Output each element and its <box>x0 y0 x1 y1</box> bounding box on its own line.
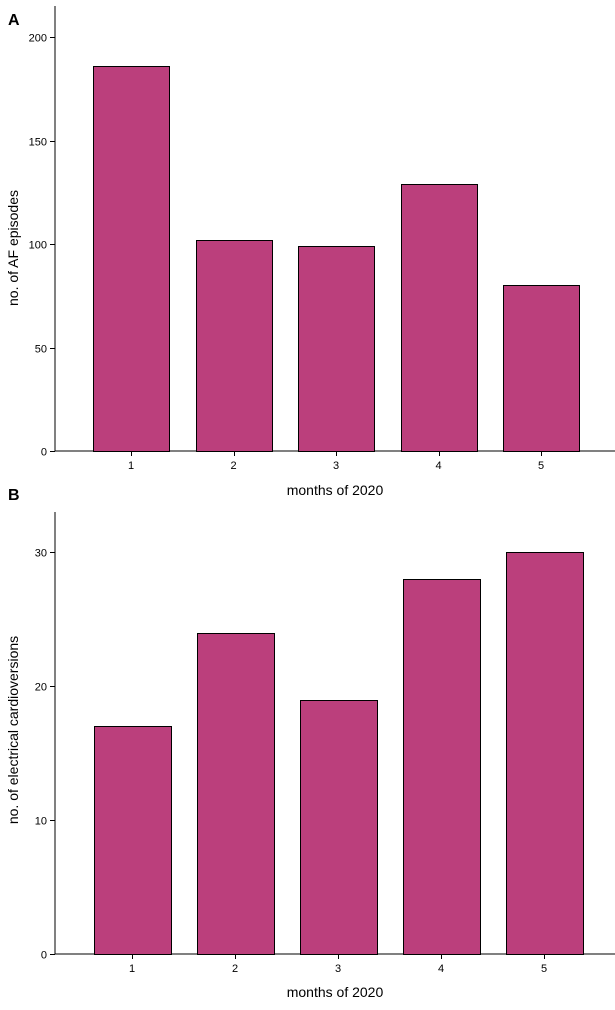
panel-a-y-tick-label: 150 <box>29 137 47 149</box>
panel-a-x-axis-title: months of 2020 <box>287 482 384 498</box>
panel-b-x-tick-label: 3 <box>335 963 341 975</box>
panel-b-x-tick-label: 5 <box>541 963 547 975</box>
panel-b-y-tick-label: 10 <box>35 816 47 828</box>
panel-a-bar-4 <box>401 184 478 452</box>
panel-a-label: A <box>8 12 20 29</box>
panel-a-bar-1 <box>93 66 170 452</box>
panel-a: A no. of AF episodes months of 2020 0 50 1… <box>5 6 615 498</box>
panel-a-bar-5 <box>503 285 580 452</box>
panel-b-bar-2 <box>197 633 275 955</box>
panel-b-bar-5 <box>506 552 584 955</box>
panel-b-y-tick-label: 0 <box>41 950 47 962</box>
panel-a-x-tick-label: 3 <box>333 460 339 472</box>
panel-b-bar-1 <box>94 726 172 955</box>
panel-b: B no. of electrical cardioversions month… <box>5 487 615 1000</box>
panel-a-y-tick-label: 200 <box>29 33 47 45</box>
panel-b-y-axis-title: no. of electrical cardioversions <box>5 636 21 824</box>
panel-b-y-tick-label: 20 <box>35 682 47 694</box>
panel-b-bar-3 <box>300 700 378 955</box>
panel-a-y-axis-title: no. of AF episodes <box>5 190 21 306</box>
panel-b-x-tick-label: 2 <box>232 963 238 975</box>
panel-b-x-axis-title: months of 2020 <box>287 984 384 1000</box>
panel-a-y-tick-label: 50 <box>35 344 47 356</box>
panel-a-x-tick-label: 5 <box>538 460 544 472</box>
panel-b-x-tick-label: 4 <box>438 963 444 975</box>
panel-b-x-tick-label: 1 <box>129 963 135 975</box>
panel-b-bar-4 <box>403 579 481 955</box>
panel-a-x-tick-label: 2 <box>230 460 236 472</box>
panel-b-y-tick-label: 30 <box>35 548 47 560</box>
panel-a-x-tick-label: 4 <box>435 460 441 472</box>
panel-a-y-tick-label: 100 <box>29 240 47 252</box>
panel-a-bar-3 <box>298 246 375 452</box>
panel-b-label: B <box>8 487 20 504</box>
panel-a-bar-2 <box>196 240 273 452</box>
panel-a-y-tick-label: 0 <box>41 447 47 459</box>
panel-a-x-tick-label: 1 <box>128 460 134 472</box>
